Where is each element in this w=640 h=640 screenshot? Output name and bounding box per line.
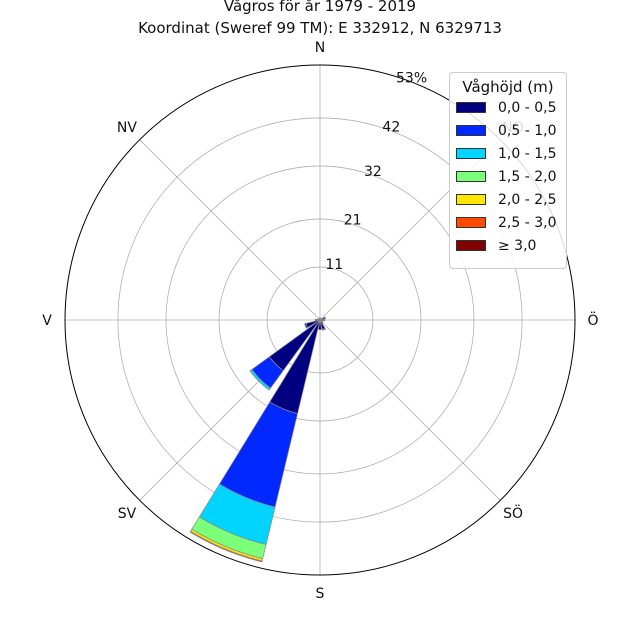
legend-swatch: [456, 217, 486, 228]
legend-item: 1,0 - 1,5: [456, 142, 566, 165]
legend-label: 0,0 - 0,5: [498, 99, 557, 116]
legend-swatch: [456, 102, 486, 113]
bar-segment: [321, 327, 327, 331]
legend-item: 0,0 - 0,5: [456, 96, 566, 119]
legend-swatch: [456, 148, 486, 159]
bar-segment: [314, 318, 321, 322]
radial-tick-label: 42: [382, 119, 400, 135]
bar-segment: [304, 322, 309, 329]
radial-tick-label: 11: [325, 257, 343, 273]
legend-label: 1,0 - 1,5: [498, 145, 557, 162]
legend-label: 0,5 - 1,0: [498, 122, 557, 139]
legend-swatch: [456, 125, 486, 136]
legend-title: Våghöjd (m): [462, 78, 554, 96]
bar-segment: [318, 317, 321, 321]
outer-circle: [64, 64, 576, 576]
chart-title: Vågros för år 1979 - 2019: [223, 0, 417, 15]
legend-item: 2,0 - 2,5: [456, 188, 566, 211]
bar-segment: [249, 369, 271, 391]
direction-label: NV: [117, 120, 137, 136]
bar-segment: [323, 316, 327, 320]
legend-item: ≥ 3,0: [456, 234, 566, 257]
legend-label: 2,5 - 3,0: [498, 214, 557, 231]
legend-item: 1,5 - 2,0: [456, 165, 566, 188]
legend-label: 1,5 - 2,0: [498, 168, 557, 185]
direction-label: Ö: [587, 311, 598, 329]
grid-spoke: [319, 319, 501, 501]
legend-item: 0,5 - 1,0: [456, 119, 566, 142]
legend-swatch: [456, 194, 486, 205]
direction-label: N: [315, 40, 325, 56]
chart-subtitle: Koordinat (Sweref 99 TM): E 332912, N 63…: [138, 19, 502, 37]
direction-label: S: [316, 586, 325, 602]
legend-swatch: [456, 171, 486, 182]
radial-tick-label: 32: [364, 164, 382, 180]
direction-label: V: [42, 313, 52, 329]
bar-segment: [318, 319, 322, 330]
legend-item: 2,5 - 3,0: [456, 211, 566, 234]
radial-tick-label: 21: [344, 213, 362, 229]
legend-label: 2,0 - 2,5: [498, 191, 557, 208]
legend-label: ≥ 3,0: [498, 237, 537, 254]
grid-spoke: [139, 139, 321, 321]
legend-swatch: [456, 240, 486, 251]
direction-label: SÖ: [503, 504, 523, 522]
direction-label: SV: [118, 506, 137, 522]
radial-tick-label: 53%: [396, 70, 427, 86]
bar-segment: [319, 318, 326, 322]
bar-segment: [189, 530, 263, 563]
legend: Våghöjd (m) 0,0 - 0,5 0,5 - 1,0 1,0 - 1,5 1…: [449, 72, 567, 269]
